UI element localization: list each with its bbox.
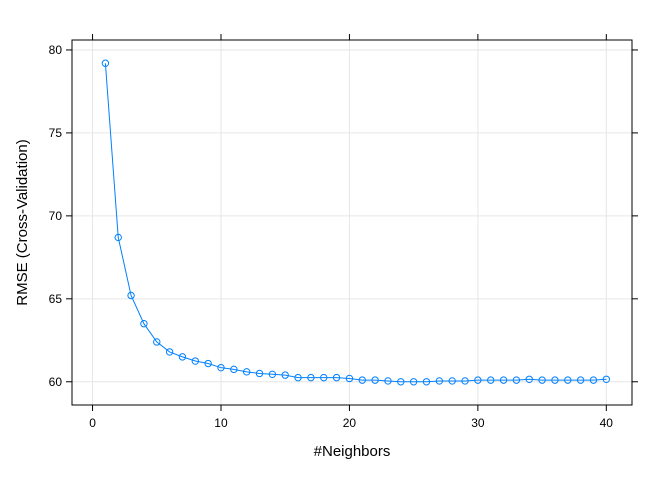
grid-lines: [72, 40, 632, 405]
data-point: [512, 376, 521, 384]
data-point: [448, 377, 456, 385]
data-point: [525, 375, 533, 383]
x-axis-title: #Neighbors: [314, 443, 391, 460]
y-tick-label: 60: [49, 375, 63, 389]
data-point: [602, 375, 611, 383]
axes: 0 10 20 30 40 60 65 70 75 80: [49, 34, 638, 430]
data-point: [589, 376, 598, 384]
data-point: [332, 373, 341, 382]
data-point: [397, 378, 405, 386]
data-point: [409, 378, 418, 386]
data-point: [564, 376, 572, 384]
data-point: [345, 374, 354, 383]
data-point: [551, 376, 559, 384]
data-point: [140, 320, 148, 328]
y-tick-label: 70: [49, 209, 63, 223]
x-tick-label: 40: [600, 416, 614, 430]
y-tick-label: 75: [49, 126, 63, 140]
x-tick-label: 20: [343, 416, 357, 430]
data-point: [422, 378, 431, 386]
data-point: [114, 233, 122, 242]
data-point: [101, 59, 110, 67]
y-axis-title: RMSE (Cross-Validation): [14, 139, 31, 305]
data-point: [165, 348, 174, 356]
data-point: [191, 357, 200, 365]
data-point: [153, 338, 161, 346]
data-point: [371, 376, 379, 384]
data-point: [358, 376, 366, 384]
data-point: [230, 365, 238, 374]
data-point: [576, 376, 585, 384]
plot-border: [71, 39, 633, 406]
data-point: [268, 370, 277, 379]
data-point: [461, 377, 469, 385]
data-point: [178, 353, 187, 361]
x-tick-label: 10: [214, 416, 228, 430]
data-point: [320, 373, 328, 382]
data-point: [127, 291, 135, 300]
data-point: [435, 377, 444, 385]
data-point: [204, 359, 212, 368]
x-tick-label: 0: [89, 416, 96, 430]
data-point: [255, 369, 264, 378]
y-tick-label: 80: [49, 43, 63, 57]
data-point: [538, 376, 546, 384]
data-point: [474, 376, 482, 384]
data-point: [217, 363, 225, 372]
x-tick-label: 30: [471, 416, 485, 430]
data-point: [307, 373, 315, 382]
data-point: [281, 371, 289, 379]
data-point: [294, 373, 302, 382]
series-line: [104, 63, 607, 383]
series-rmse: [101, 59, 611, 386]
y-tick-label: 65: [49, 292, 63, 306]
data-point: [384, 377, 392, 385]
data-point: [499, 376, 508, 384]
data-point: [487, 376, 495, 384]
data-point: [242, 368, 251, 376]
